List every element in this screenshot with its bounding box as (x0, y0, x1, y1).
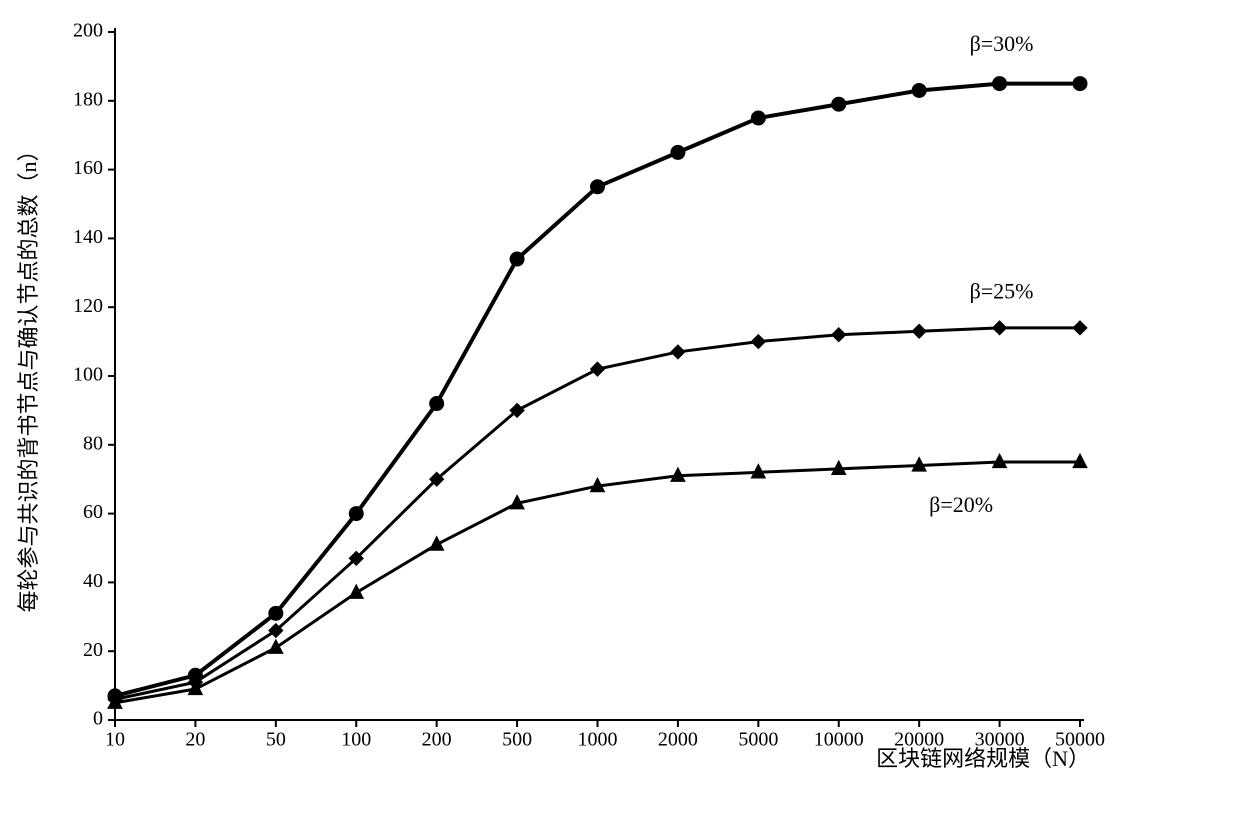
x-tick-label: 20 (185, 729, 205, 751)
series-label: β=20% (929, 492, 993, 517)
x-tick-label: 50 (266, 729, 286, 751)
y-tick-label: 180 (73, 88, 103, 110)
y-tick-label: 140 (73, 226, 103, 248)
y-tick-label: 160 (73, 157, 103, 179)
x-tick-label: 5000 (738, 729, 778, 751)
x-tick-label: 2000 (658, 729, 698, 751)
x-axis-title: 区块链网络规模（N） (876, 746, 1090, 771)
series-line (115, 84, 1080, 696)
y-tick-label: 200 (73, 20, 103, 42)
axes: 0 20 40 60 80 100 120 140 160 180 200 10 20 50 100 200 5… (73, 20, 1105, 751)
y-tick-label: 40 (83, 570, 103, 592)
x-tick-label: 10 (105, 729, 125, 751)
data-point (510, 252, 524, 266)
series-label: β=30% (970, 31, 1034, 56)
y-tick-label: 100 (73, 364, 103, 386)
x-tick-label: 500 (502, 729, 532, 751)
data-point (591, 362, 605, 376)
chart-svg: 0 20 40 60 80 100 120 140 160 180 200 10 20 50 100 200 5… (0, 0, 1240, 819)
y-tick-label: 60 (83, 501, 103, 523)
y-axis-title: 每轮参与共识的背书节点与确认节点的总数（n） (16, 139, 41, 612)
data-point (912, 324, 926, 338)
x-tick-label: 10000 (814, 729, 864, 751)
chart-container: 0 20 40 60 80 100 120 140 160 180 200 10 20 50 100 200 5… (0, 0, 1240, 819)
data-point (349, 507, 363, 521)
data-point (832, 328, 846, 342)
data-point (993, 77, 1007, 91)
data-point (591, 180, 605, 194)
data-point (993, 321, 1007, 335)
data-point (1073, 321, 1087, 335)
data-point (751, 111, 765, 125)
y-tick-label: 0 (93, 708, 103, 730)
x-tick-label: 100 (341, 729, 371, 751)
data-point (430, 397, 444, 411)
x-tick-label: 1000 (578, 729, 618, 751)
x-tick-label: 200 (422, 729, 452, 751)
series-β=20%: β=20% (108, 454, 1087, 708)
data-point (1073, 77, 1087, 91)
data-point (269, 640, 283, 654)
y-tick-label: 120 (73, 295, 103, 317)
series-label: β=25% (970, 278, 1034, 303)
data-point (751, 335, 765, 349)
data-point (912, 83, 926, 97)
data-point (671, 145, 685, 159)
data-point (269, 606, 283, 620)
y-tick-label: 20 (83, 639, 103, 661)
data-point (832, 97, 846, 111)
y-tick-label: 80 (83, 432, 103, 454)
data-point (671, 345, 685, 359)
